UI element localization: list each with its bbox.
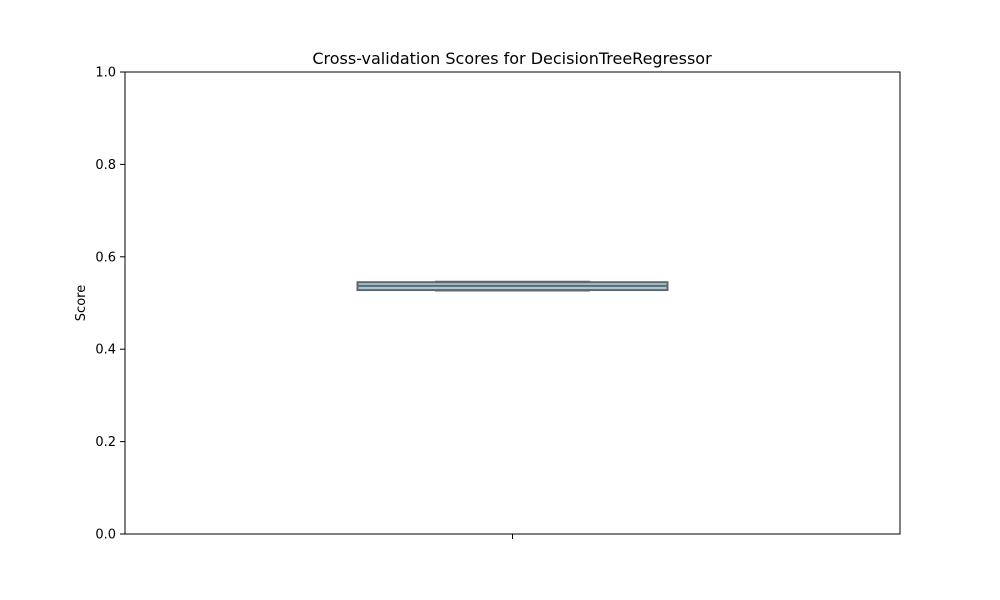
y-tick-label: 0.4 (95, 343, 116, 358)
y-axis-ticks: 0.0 0.2 0.4 0.6 0.8 1.0 (95, 66, 125, 543)
box-plot-group (356, 280, 669, 292)
y-tick-label: 1.0 (95, 66, 116, 81)
y-tick-label: 0.0 (95, 528, 116, 543)
y-tick-label: 0.2 (95, 435, 116, 450)
y-axis-label: Score (74, 285, 89, 321)
plot-area-frame (124, 71, 901, 535)
y-tick-label: 0.8 (95, 158, 116, 173)
chart-title: Cross-validation Scores for DecisionTree… (312, 49, 712, 68)
y-tick-label: 0.6 (95, 250, 116, 265)
